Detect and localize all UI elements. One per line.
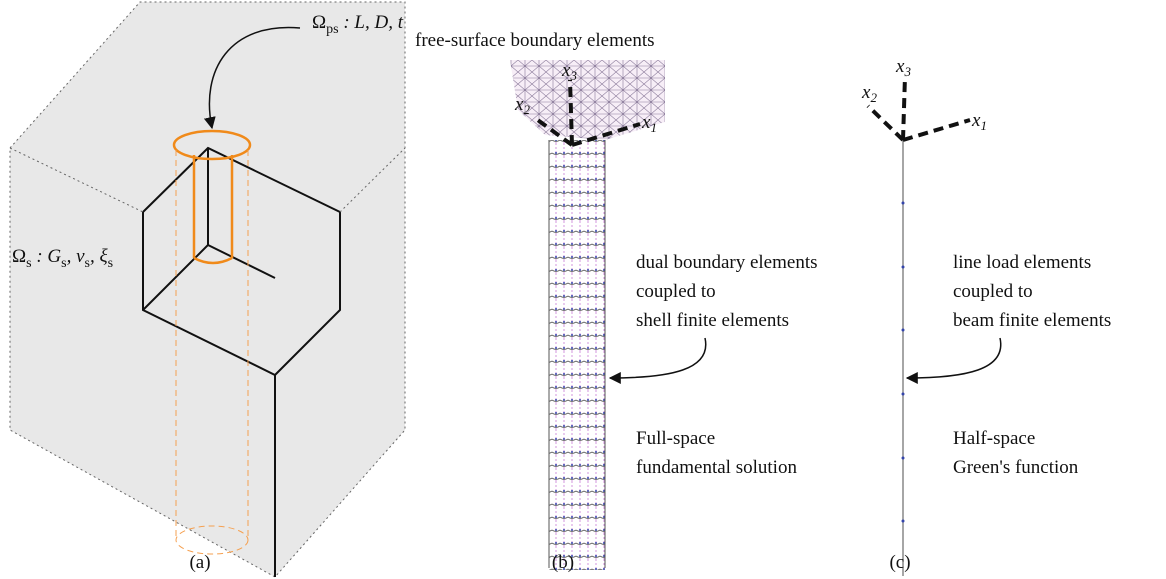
caption: (b) [552, 552, 574, 573]
solution-label: Half-space [953, 428, 1035, 449]
figure: Ωps : L, D, t Ωs : Gs, νs, ξs (a) free-s… [0, 0, 1166, 579]
caption: (c) [889, 552, 910, 573]
element-label: coupled to [636, 281, 716, 302]
caption: (a) [189, 552, 210, 573]
element-label: beam finite elements [953, 310, 1111, 331]
element-label: shell finite elements [636, 310, 789, 331]
solution-label: Green's function [953, 457, 1079, 478]
element-label: coupled to [953, 281, 1033, 302]
solution-label: fundamental solution [636, 457, 797, 478]
panel-a: Ωps : L, D, t Ωs : Gs, νs, ξs (a) [10, 2, 405, 577]
top-label: free-surface boundary elements [415, 30, 655, 51]
panel-b: free-surface boundary elements x3 x2 x1 … [415, 30, 818, 573]
axis-label: x3 [895, 56, 911, 79]
element-label: dual boundary elements [636, 252, 818, 273]
element-label: line load elements [953, 252, 1091, 273]
axis-label: x2 [861, 82, 877, 105]
panel-c: x3 x2 x1 line load elements coupled to b… [861, 56, 1111, 576]
solution-label: Full-space [636, 428, 715, 449]
axis-label: x1 [971, 110, 987, 133]
